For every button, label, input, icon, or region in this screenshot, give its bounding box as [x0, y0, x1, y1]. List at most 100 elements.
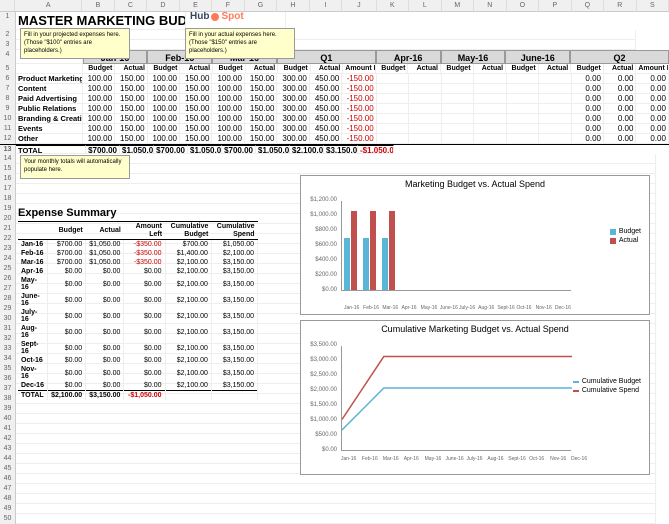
cell[interactable]: [377, 74, 409, 84]
cell[interactable]: 0.00: [572, 94, 604, 104]
cell[interactable]: Budget: [83, 64, 116, 74]
cell[interactable]: Budget: [506, 64, 539, 74]
cell[interactable]: 0.00: [636, 104, 668, 114]
cell[interactable]: Actual: [115, 64, 148, 74]
cell[interactable]: 100.00: [212, 94, 244, 104]
cell[interactable]: 150.00: [115, 114, 147, 124]
cell[interactable]: -150.00: [342, 74, 376, 84]
cell[interactable]: 100.00: [212, 134, 244, 144]
cell[interactable]: [474, 104, 506, 114]
cell[interactable]: [507, 114, 539, 124]
summary-row[interactable]: Dec-16$0.00$0.00$0.00$2,100.00$3,150.00: [18, 381, 258, 391]
cell[interactable]: [377, 114, 409, 124]
cell[interactable]: [442, 124, 474, 134]
cell[interactable]: 150.00: [115, 104, 147, 114]
cell[interactable]: [507, 124, 539, 134]
cell[interactable]: 100.00: [212, 114, 244, 124]
cell[interactable]: [16, 514, 656, 524]
cell[interactable]: 100.00: [83, 114, 115, 124]
cell[interactable]: 150.00: [180, 104, 212, 114]
cell[interactable]: [474, 84, 506, 94]
cell[interactable]: [474, 74, 506, 84]
cell[interactable]: 0.00: [604, 84, 636, 94]
month-header[interactable]: June-16: [505, 50, 570, 64]
cell[interactable]: [539, 94, 571, 104]
month-header[interactable]: Apr-16: [376, 50, 441, 64]
cell[interactable]: [377, 104, 409, 114]
cell[interactable]: 150.00: [245, 134, 277, 144]
cell[interactable]: [409, 84, 441, 94]
cell[interactable]: -150.00: [342, 114, 376, 124]
cell[interactable]: [539, 114, 571, 124]
cell[interactable]: [409, 104, 441, 114]
cell[interactable]: Budget: [148, 64, 181, 74]
cell[interactable]: Actual: [604, 64, 637, 74]
cell[interactable]: 100.00: [148, 74, 180, 84]
cell[interactable]: Actual: [539, 64, 572, 74]
cell[interactable]: [16, 64, 83, 74]
cell[interactable]: 100.00: [83, 94, 115, 104]
cell[interactable]: [16, 494, 656, 504]
cell[interactable]: Amount Left: [636, 64, 669, 74]
cell[interactable]: 0.00: [572, 84, 604, 94]
cell[interactable]: Content: [16, 84, 83, 94]
cell[interactable]: 100.00: [212, 74, 244, 84]
cell[interactable]: [377, 84, 409, 94]
cell[interactable]: 0.00: [604, 114, 636, 124]
summary-row[interactable]: Nov-16$0.00$0.00$0.00$2,100.00$3,150.00: [18, 365, 258, 381]
cell[interactable]: 300.00: [277, 134, 309, 144]
cell[interactable]: 300.00: [277, 114, 309, 124]
cell[interactable]: 100.00: [148, 94, 180, 104]
cell[interactable]: Budget: [441, 64, 474, 74]
cell[interactable]: 300.00: [277, 104, 309, 114]
cell[interactable]: [507, 84, 539, 94]
cell[interactable]: Actual: [408, 64, 441, 74]
cell[interactable]: 0.00: [604, 134, 636, 144]
cell[interactable]: Public Relations: [16, 104, 83, 114]
cell[interactable]: 150.00: [180, 134, 212, 144]
summary-row[interactable]: May-16$0.00$0.00$0.00$2,100.00$3,150.00: [18, 276, 258, 292]
cell[interactable]: [16, 504, 656, 514]
cell[interactable]: -150.00: [342, 124, 376, 134]
cell[interactable]: Other: [16, 134, 83, 144]
cell[interactable]: 150.00: [180, 124, 212, 134]
cell[interactable]: Product Marketing: [16, 74, 83, 84]
cell[interactable]: 450.00: [310, 124, 342, 134]
cell[interactable]: 450.00: [310, 114, 342, 124]
cell[interactable]: 150.00: [115, 124, 147, 134]
cell[interactable]: [409, 114, 441, 124]
cell[interactable]: 0.00: [636, 84, 668, 94]
cell[interactable]: 100.00: [148, 104, 180, 114]
month-header[interactable]: Q2: [570, 50, 669, 64]
cell[interactable]: [539, 74, 571, 84]
cell[interactable]: [409, 74, 441, 84]
summary-row[interactable]: Sept-16$0.00$0.00$0.00$2,100.00$3,150.00: [18, 340, 258, 356]
cell[interactable]: [474, 94, 506, 104]
cell[interactable]: 0.00: [604, 74, 636, 84]
cell[interactable]: 150.00: [115, 134, 147, 144]
cell[interactable]: 150.00: [180, 74, 212, 84]
cell[interactable]: -150.00: [342, 134, 376, 144]
cell[interactable]: 100.00: [148, 134, 180, 144]
cell[interactable]: [377, 94, 409, 104]
cell[interactable]: 0.00: [604, 104, 636, 114]
cell[interactable]: 300.00: [277, 84, 309, 94]
cell[interactable]: 100.00: [148, 124, 180, 134]
cell[interactable]: [539, 134, 571, 144]
summary-row[interactable]: Jan-16$700.00$1,050.00-$350.00$700.00$1,…: [18, 240, 258, 250]
cell[interactable]: -150.00: [342, 84, 376, 94]
cell[interactable]: $1,050.00: [120, 145, 154, 154]
summary-row[interactable]: Oct-16$0.00$0.00$0.00$2,100.00$3,150.00: [18, 356, 258, 365]
cell[interactable]: [474, 134, 506, 144]
cell[interactable]: [409, 124, 441, 134]
cell[interactable]: $700.00: [154, 145, 188, 154]
cell[interactable]: $700.00: [222, 145, 256, 154]
cell[interactable]: [442, 74, 474, 84]
cell[interactable]: Amount Left: [343, 64, 376, 74]
cell[interactable]: TOTAL: [16, 145, 86, 154]
summary-row[interactable]: Mar-16$700.00$1,050.00-$350.00$2,100.00$…: [18, 258, 258, 267]
cell[interactable]: 100.00: [83, 84, 115, 94]
cell[interactable]: 100.00: [83, 104, 115, 114]
cell[interactable]: 100.00: [148, 114, 180, 124]
cell[interactable]: Paid Advertising: [16, 94, 83, 104]
